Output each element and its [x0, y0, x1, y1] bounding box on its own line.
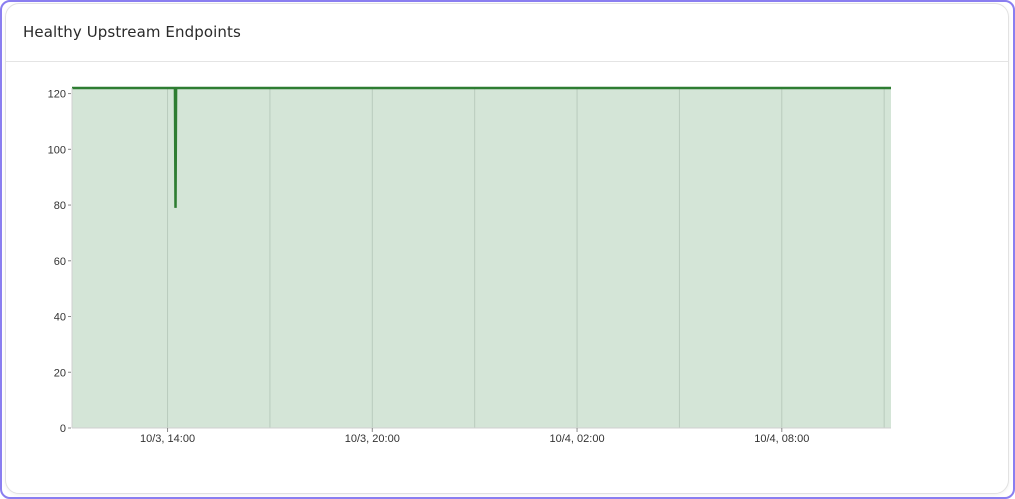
- x-tick-label: 10/3, 14:00: [140, 433, 195, 445]
- y-tick-label: 20: [54, 367, 66, 379]
- y-tick-label: 80: [54, 200, 66, 212]
- series-line: [72, 86, 891, 208]
- y-tick-label: 60: [54, 256, 66, 268]
- header-divider: [6, 61, 1008, 62]
- y-tick-label: 40: [54, 312, 66, 324]
- y-tick-label: 0: [60, 423, 66, 435]
- x-tick-label: 10/4, 08:00: [754, 433, 809, 445]
- panel-title: Healthy Upstream Endpoints: [23, 23, 241, 41]
- x-tick-label: 10/4, 02:00: [550, 433, 605, 445]
- y-tick-label: 100: [48, 144, 66, 156]
- y-tick-label: 120: [48, 89, 66, 101]
- x-tick-label: 10/3, 20:00: [345, 433, 400, 445]
- series-area: [72, 88, 891, 428]
